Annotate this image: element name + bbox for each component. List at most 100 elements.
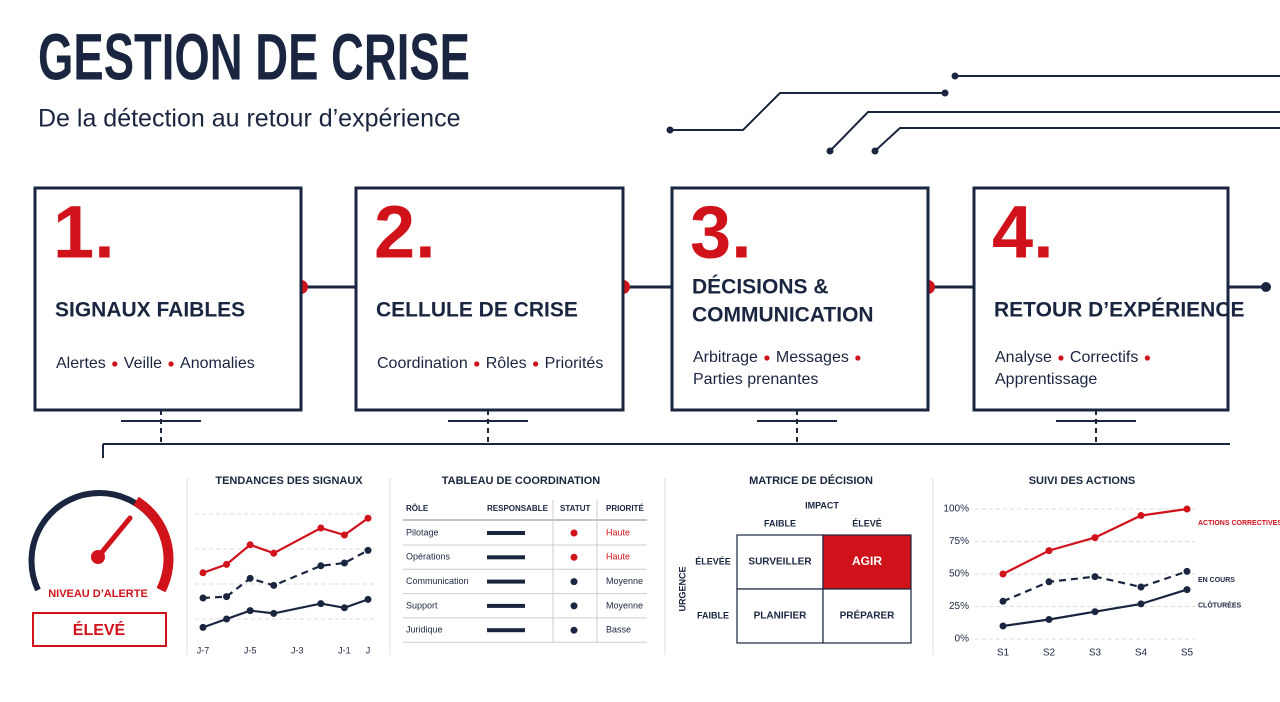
table-header: RESPONSABLE (487, 504, 549, 513)
x-tick-label: S3 (1089, 648, 1102, 659)
table-role: Communication (406, 576, 469, 586)
item-bullet (112, 361, 118, 367)
y-tick-label: 100% (943, 504, 969, 515)
series-line (1002, 588, 1188, 628)
step-number: 3. (690, 191, 752, 274)
table-priority: Moyenne (606, 576, 643, 586)
series-point (364, 514, 372, 522)
series-point (246, 607, 254, 615)
matrix-row-label: FAIBLE (697, 610, 729, 620)
series-label: ACTIONS CORRECTIVES (1198, 520, 1280, 527)
matrix-cell (736, 588, 824, 644)
status-dot (570, 578, 578, 586)
chart-title: SUIVI DES ACTIONS (1029, 475, 1136, 487)
y-tick-label: 75% (949, 536, 969, 547)
table-priority: Haute (606, 527, 630, 537)
matrix-title: MATRICE DE DÉCISION (749, 474, 873, 487)
x-tick-label: J-5 (244, 645, 257, 655)
matrix-row-label: ÉLEVÉE (695, 556, 731, 566)
table-role: Pilotage (406, 527, 439, 537)
step-title: COMMUNICATION (692, 304, 874, 327)
responsable-bar (487, 531, 525, 535)
series-point (999, 622, 1007, 630)
series-point (223, 615, 231, 623)
table-header: RÔLE (406, 504, 429, 513)
series-point (364, 546, 372, 554)
table-role: Juridique (406, 625, 443, 635)
alert-box (32, 612, 167, 647)
step-item: Alertes (56, 355, 106, 372)
series-point (246, 541, 254, 549)
alert-value: ÉLEVÉ (73, 620, 126, 639)
y-tick-label: 50% (949, 569, 969, 580)
matrix-col-label: ÉLEVÉ (852, 518, 882, 528)
series-point (1045, 616, 1053, 623)
item-bullet (533, 361, 539, 367)
step-title: DÉCISIONS & (692, 276, 829, 299)
series-point (270, 549, 278, 557)
series-point (317, 562, 325, 570)
step-title: CELLULE DE CRISE (376, 299, 578, 322)
matrix-cell-label: PRÉPARER (840, 609, 896, 622)
x-tick-label: S4 (1135, 648, 1148, 659)
series-point (1183, 567, 1191, 575)
step-item: Anomalies (180, 355, 255, 372)
series-label: CLÔTURÉES (1198, 600, 1242, 609)
step-item: Messages (776, 349, 849, 366)
series-point (199, 594, 207, 602)
series-point (1183, 505, 1191, 513)
step-item: Priorités (545, 355, 604, 372)
x-tick-label: S2 (1043, 648, 1056, 659)
branch-lines (102, 410, 1230, 458)
matrix-cell-label: PLANIFIER (754, 611, 808, 622)
series-point (999, 570, 1007, 578)
table-header: PRIORITÉ (606, 504, 644, 513)
series-point (340, 604, 348, 612)
series-point (246, 574, 254, 582)
series-point (317, 600, 325, 608)
status-dot (570, 602, 578, 610)
item-bullet (474, 361, 480, 367)
step-item: Arbitrage (693, 349, 758, 366)
step-box (972, 186, 1230, 412)
series-point (1137, 512, 1145, 519)
circuit-decoration (670, 75, 1280, 152)
x-tick-label: J-3 (291, 645, 304, 655)
series-point (270, 609, 278, 617)
series-label: EN COURS (1198, 577, 1235, 584)
series-point (1137, 600, 1145, 608)
matrix-y-label: URGENCE (677, 566, 687, 611)
table-priority: Moyenne (606, 600, 643, 610)
step-box (670, 186, 930, 412)
responsable-bar (487, 579, 525, 584)
page-subtitle: De la détection au retour d’expérience (38, 105, 461, 133)
step-item: Parties prenantes (693, 371, 818, 388)
step-box (354, 186, 625, 412)
responsable-bar (487, 555, 525, 560)
status-dot (570, 529, 578, 537)
item-bullet (855, 355, 861, 361)
x-tick-label: J-7 (197, 645, 210, 655)
chart-title: TENDANCES DES SIGNAUX (215, 475, 363, 487)
series-point (199, 623, 207, 631)
alert-label: NIVEAU D’ALERTE (48, 588, 148, 600)
series-point (270, 581, 278, 589)
series-point (999, 597, 1007, 605)
matrix-col-label: FAIBLE (764, 518, 796, 528)
table-priority: Haute (606, 552, 630, 562)
item-bullet (168, 361, 174, 367)
series-point (364, 595, 372, 603)
x-tick-label: J-1 (338, 645, 351, 655)
matrix-cell-label: AGIR (852, 554, 882, 568)
step-number: 2. (374, 191, 436, 274)
status-dot (570, 553, 578, 561)
table-priority: Basse (606, 625, 631, 635)
series-point (223, 593, 231, 601)
series-point (1183, 586, 1191, 594)
item-bullet (1058, 355, 1064, 361)
y-tick-label: 25% (949, 601, 969, 612)
x-tick-label: S5 (1181, 648, 1194, 659)
matrix-x-label: IMPACT (805, 500, 839, 510)
step-item: Analyse (995, 349, 1052, 366)
